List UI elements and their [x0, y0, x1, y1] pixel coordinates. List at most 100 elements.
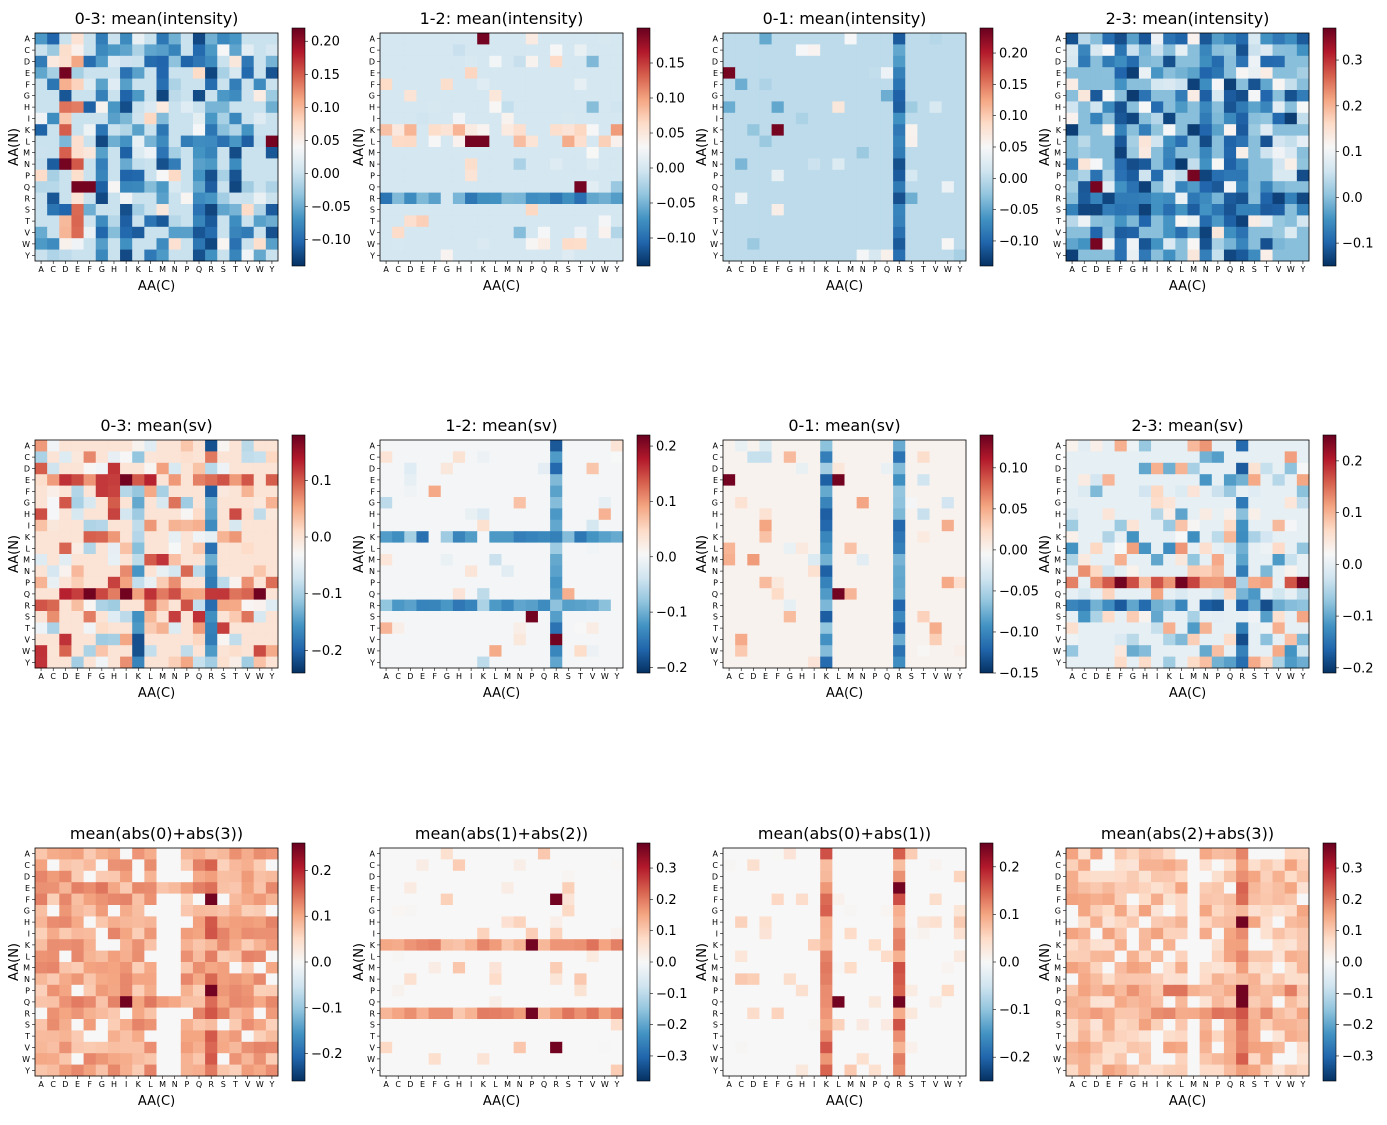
heatmap-cell [1248, 440, 1261, 452]
heatmap-cell [1236, 33, 1249, 45]
heatmap-cell [192, 916, 206, 929]
heatmap-cell [844, 497, 858, 509]
heatmap-cell [586, 893, 600, 906]
heatmap-cell [465, 519, 478, 532]
heatmap-cell [759, 226, 772, 239]
heatmap-cell [229, 1030, 242, 1043]
heatmap-cell [1163, 519, 1176, 532]
heatmap-cell [808, 622, 821, 635]
heatmap-cell [808, 451, 821, 464]
x-tick-label: D [407, 1080, 413, 1089]
heatmap-cell [574, 973, 587, 986]
heatmap-cell [1260, 226, 1273, 239]
heatmap-cell [229, 78, 242, 91]
heatmap-cell [477, 204, 490, 216]
heatmap-cell [513, 882, 527, 894]
heatmap-cell [265, 226, 279, 239]
heatmap-cell [574, 249, 587, 262]
heatmap-cell [83, 1041, 97, 1054]
heatmap-cell [844, 565, 858, 578]
colorbar-tick-label: −0.10 [999, 234, 1039, 249]
heatmap-cell [95, 565, 109, 578]
heatmap-cell [132, 204, 145, 216]
heatmap-cell [513, 656, 527, 669]
heatmap-cell [428, 905, 442, 917]
heatmap-cell [35, 474, 48, 486]
heatmap-cell [941, 633, 955, 646]
heatmap-cell [759, 147, 772, 159]
heatmap-cell [1236, 101, 1249, 114]
heatmap-cell [107, 542, 121, 555]
heatmap-cell [1102, 215, 1115, 228]
heatmap-cell [380, 531, 393, 543]
plot-frame [722, 32, 967, 262]
heatmap-cell [868, 462, 882, 475]
heatmap-cell [265, 916, 279, 929]
heatmap-cell [562, 1019, 575, 1031]
heatmap-cell [832, 33, 845, 45]
heatmap-cell [747, 226, 760, 239]
heatmap-cell [1090, 474, 1103, 486]
heatmap-cell [844, 848, 858, 860]
heatmap-cell [953, 554, 967, 566]
heatmap-cell [1151, 90, 1164, 102]
heatmap-cell [440, 497, 454, 509]
heatmap-cell [95, 519, 109, 532]
heatmap-cell [489, 870, 502, 883]
heatmap-cell [905, 44, 918, 57]
heatmap-cell [229, 870, 242, 883]
heatmap-cell [586, 905, 600, 917]
heatmap-cell [905, 192, 918, 205]
heatmap-cell [156, 519, 170, 532]
heatmap-cell [880, 599, 894, 612]
heatmap-cell [550, 916, 563, 929]
heatmap-cell [1090, 67, 1103, 79]
heatmap-cell [783, 67, 797, 79]
heatmap-cell [501, 101, 515, 114]
heatmap-cell [1078, 497, 1091, 509]
heatmap-cell [1163, 158, 1176, 171]
heatmap-cell [180, 485, 194, 498]
heatmap-cell [832, 44, 845, 57]
heatmap-cell [832, 158, 845, 171]
heatmap-cell [265, 55, 279, 68]
heatmap-cell [1163, 565, 1176, 578]
heatmap-panel-5: 0-3: mean(sv)A C D E F G H I K L M N P Q R S T V W YACDEFGH… [7, 416, 343, 701]
heatmap-cell [525, 1041, 539, 1054]
heatmap-cell [1236, 565, 1249, 578]
heatmap-cell [107, 181, 121, 193]
heatmap-cell [513, 905, 527, 917]
heatmap-cell [416, 485, 429, 498]
heatmap-cell [465, 508, 478, 521]
heatmap-cell [380, 44, 393, 57]
heatmap-cell [71, 215, 84, 228]
heatmap-cell [180, 124, 194, 136]
heatmap-cell [795, 611, 809, 623]
heatmap-cell [598, 462, 612, 475]
heatmap-cell [586, 474, 600, 486]
heatmap-cell [783, 554, 797, 566]
heatmap-cell [1296, 542, 1310, 555]
heatmap-cell [525, 859, 539, 872]
heatmap-cell [1163, 656, 1176, 669]
heatmap-cell [953, 611, 967, 623]
heatmap-cell [132, 169, 145, 182]
heatmap-cell [144, 497, 157, 509]
heatmap-cell [229, 462, 242, 475]
heatmap-cell [1066, 192, 1079, 205]
heatmap-cell [71, 882, 84, 894]
heatmap-cell [832, 192, 845, 205]
heatmap-cell [1260, 622, 1273, 635]
heatmap-cell [428, 1041, 442, 1054]
y-tick-label: I [716, 115, 718, 124]
heatmap-cell [953, 55, 967, 68]
heatmap-cell [1163, 576, 1176, 589]
heatmap-cell [180, 33, 194, 45]
heatmap-cell [144, 112, 157, 125]
heatmap-cell [525, 181, 539, 193]
heatmap-cell [120, 916, 133, 929]
heatmap-cell [489, 893, 502, 906]
x-tick-label: H [111, 1080, 117, 1089]
heatmap-cell [1090, 576, 1103, 589]
heatmap-cell [440, 519, 454, 532]
